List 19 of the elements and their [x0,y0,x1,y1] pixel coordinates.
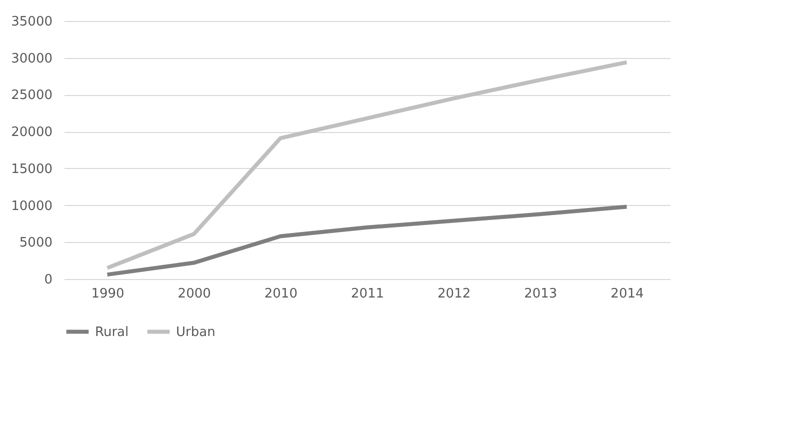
y-tick-label: 35000 [11,14,52,30]
line-series [105,204,629,277]
x-tick-label: 2013 [524,286,558,302]
y-tick-label: 30000 [11,51,52,66]
legend-label: Rural [95,324,129,340]
y-tick-label: 15000 [11,162,52,177]
x-tick-label: 2011 [350,286,384,302]
line-series [105,60,629,270]
legend-label: Urban [176,324,216,340]
y-tick-label: 25000 [11,88,52,104]
y-tick-label: 20000 [11,125,52,140]
y-tick-label: 0 [44,272,52,288]
x-tick-label: 2010 [264,286,298,302]
y-tick-label: 5000 [19,236,52,251]
x-tick-label: 2000 [178,286,211,302]
x-tick-label: 2014 [610,286,644,302]
y-tick-label: 10000 [11,198,52,214]
x-tick-label: 1990 [91,286,124,302]
x-tick-label: 2012 [438,286,471,302]
